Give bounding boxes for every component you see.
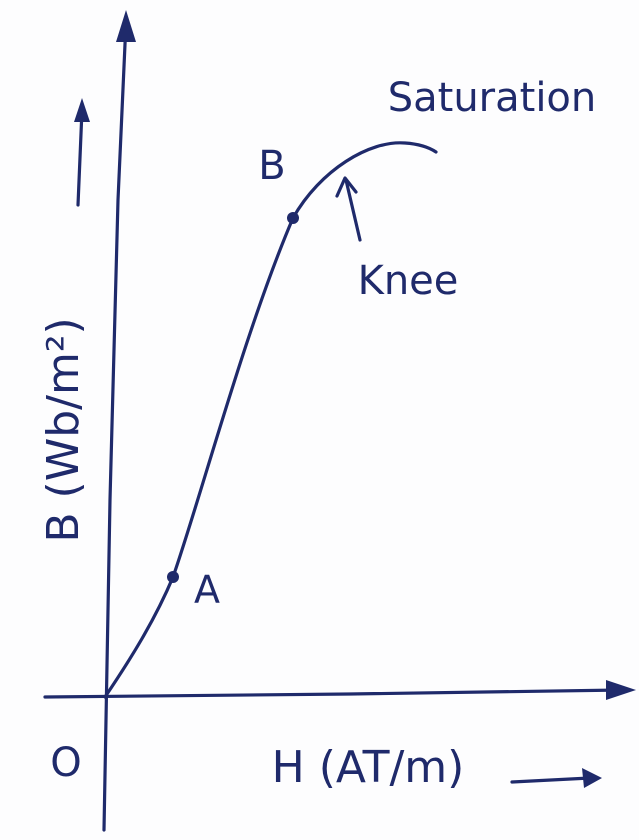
point-b-label: B	[258, 143, 285, 189]
y-axis-label: B (Wb/m²)	[38, 317, 89, 542]
point-a-label: A	[194, 568, 220, 612]
diagram: Saturation B Knee A O H (AT/m) B (Wb/m²)	[0, 0, 639, 840]
saturation-label: Saturation	[388, 75, 597, 121]
knee-label: Knee	[358, 258, 459, 304]
point-a-dot	[167, 571, 179, 583]
x-axis-label: H (AT/m)	[272, 742, 465, 793]
origin-label: O	[50, 740, 81, 786]
point-b-dot	[287, 212, 299, 224]
background	[0, 0, 639, 840]
page: {"labels": {"saturation": "Saturation", …	[0, 0, 639, 840]
